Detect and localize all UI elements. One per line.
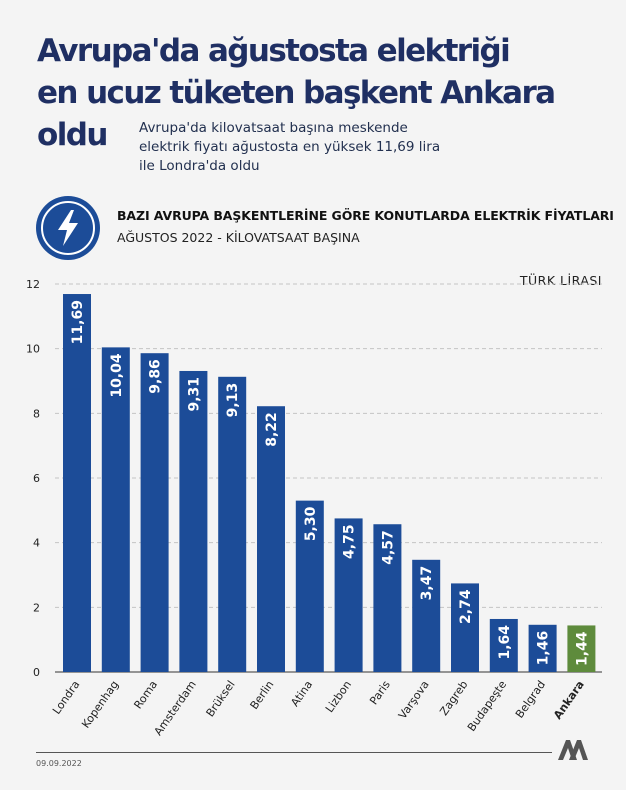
data-label: 9,86 (148, 359, 164, 394)
x-tick-label: Budapeşte (465, 678, 510, 734)
y-tick-label: 10 (26, 343, 40, 356)
title-line-1: Avrupa'da ağustosta elektriği (37, 33, 511, 69)
data-label: 9,13 (225, 383, 241, 418)
icon-ring (41, 201, 95, 255)
title-line-3: oldu (37, 117, 108, 153)
data-label: 2,74 (458, 589, 474, 624)
data-label: 9,31 (186, 377, 202, 412)
chart-heading: BAZI AVRUPA BAŞKENTLERİNE GÖRE KONUTLARD… (36, 196, 614, 260)
data-label: 10,04 (109, 353, 125, 398)
y-tick-label: 6 (33, 472, 40, 485)
data-label: 8,22 (264, 412, 280, 447)
data-label: 1,64 (497, 625, 513, 660)
data-label: 11,69 (70, 300, 86, 344)
y-tick-label: 2 (33, 601, 40, 614)
data-label: 1,44 (574, 631, 590, 666)
bar-11 (489, 618, 518, 672)
chart-title: BAZI AVRUPA BAŞKENTLERİNE GÖRE KONUTLARD… (117, 208, 614, 223)
subtitle-line-2: elektrik fiyatı ağustosta en yüksek 11,6… (139, 139, 441, 155)
aa-agency-logo (558, 740, 588, 760)
page-title: Avrupa'da ağustosta elektriği en ucuz tü… (37, 30, 556, 156)
bar-1 (101, 347, 130, 672)
x-tick-label: Lizbon (323, 678, 354, 715)
x-tick-label: Berlin (247, 678, 276, 712)
bar-9 (412, 559, 441, 672)
x-tick-label: Atina (288, 678, 315, 709)
x-tick-label: Roma (131, 678, 160, 711)
x-tick-label: Varşova (396, 678, 432, 721)
subtitle-line-1: Avrupa'da kilovatsaat başına meskende (139, 120, 408, 136)
data-label: 4,57 (380, 530, 396, 565)
x-tick-label: Paris (367, 678, 393, 707)
data-label: 4,75 (342, 524, 358, 559)
y-tick-label: 0 (33, 666, 40, 679)
y-tick-label: 12 (26, 278, 40, 291)
bar-0 (63, 294, 91, 672)
bar-10 (451, 583, 479, 672)
x-tick-label: Brüksel (204, 678, 238, 719)
footer-date: 09.09.2022 (36, 759, 82, 768)
x-tick-label: Zagreb (437, 678, 470, 718)
title-line-2: en ucuz tüketen başkent Ankara (37, 75, 556, 111)
page-subtitle: Avrupa'da kilovatsaat başına meskende el… (139, 119, 599, 176)
y-tick-label: 4 (33, 537, 40, 550)
bar-3 (179, 370, 208, 672)
y-tick-label: 8 (33, 407, 40, 420)
bar-4 (218, 376, 247, 672)
x-tick-label: Kopenhag (79, 678, 121, 730)
subtitle-line-3: ile Londra'da oldu (139, 158, 260, 174)
bar-chart: 0 2 4 6 8 10 12 11,69 Londra 10,04 Kopenhag 9,86 Rom… (26, 278, 602, 738)
bar-5 (257, 406, 285, 672)
footer-divider (36, 752, 552, 753)
data-label: 5,30 (303, 506, 319, 541)
x-tick-label: Ankara (551, 678, 587, 721)
chart-subtitle: AĞUSTOS 2022 - KİLOVATSAAT BAŞINA (117, 230, 360, 245)
lightning-bolt-icon (36, 196, 100, 260)
x-tick-label: Belgrad (513, 678, 548, 720)
bar-2 (140, 353, 169, 672)
bar-13 (567, 625, 596, 672)
data-label: 1,46 (536, 631, 552, 666)
bar-12 (528, 624, 557, 672)
bar-8 (373, 524, 402, 672)
bar-6 (295, 500, 324, 672)
bar-7 (334, 518, 363, 672)
x-tick-label: Londra (50, 678, 82, 716)
bolt-glyph (58, 210, 78, 246)
data-label: 3,47 (419, 566, 435, 601)
